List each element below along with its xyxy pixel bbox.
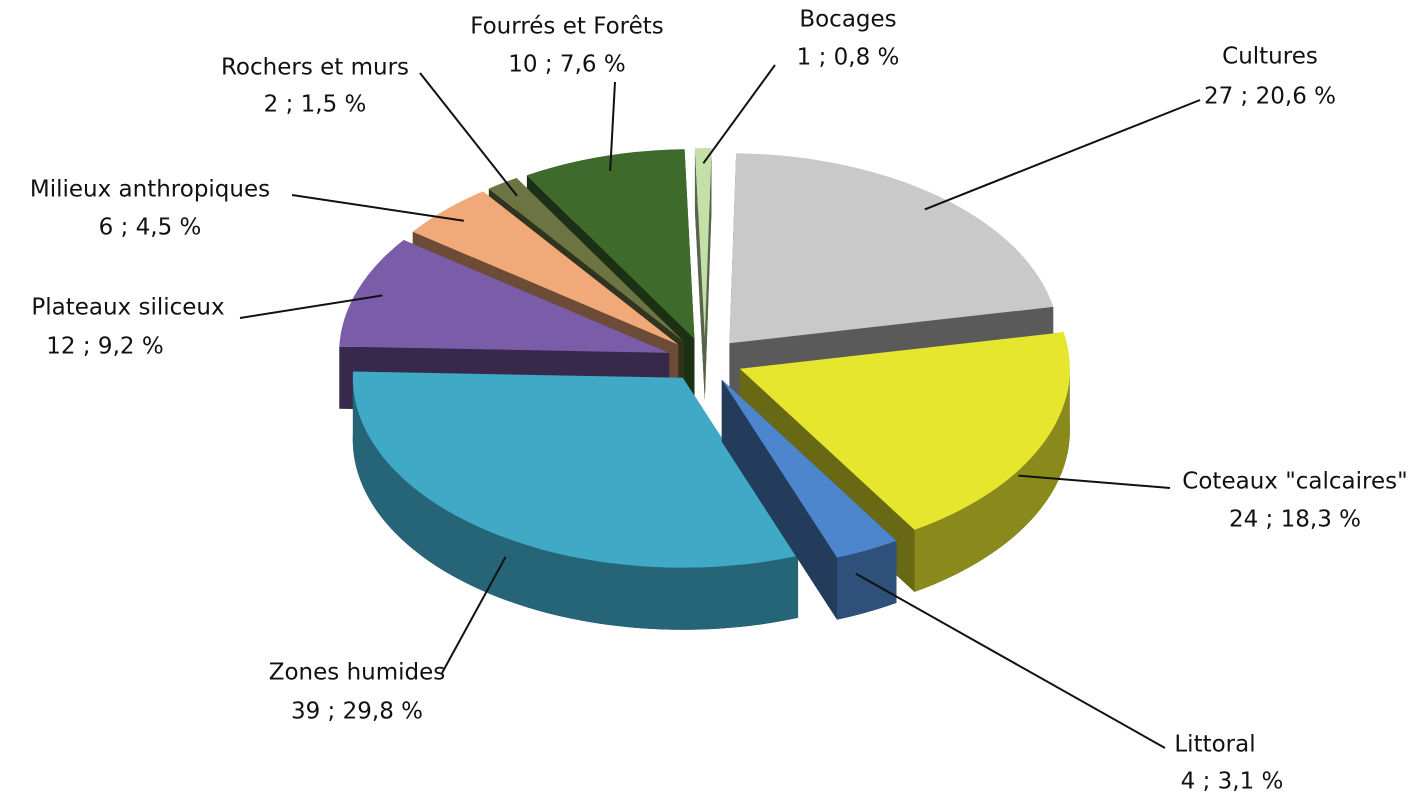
slice-label: Cultures	[1222, 44, 1318, 70]
leader-line	[924, 99, 1201, 211]
slice	[729, 153, 1054, 344]
slice-side	[704, 148, 712, 401]
value-label: 2 ; 1,5 %	[264, 92, 367, 118]
slice-label: Milieux anthropiques	[30, 177, 270, 203]
leader-line	[419, 72, 518, 197]
slice-label: Coteaux "calcaires"	[1182, 469, 1407, 495]
slice-wall	[914, 368, 1070, 592]
slice	[339, 239, 670, 353]
leader-line	[609, 81, 616, 172]
leader-line	[1018, 474, 1171, 489]
slice-label: Zones humides	[269, 660, 446, 686]
value-label: 6 ; 4,5 %	[99, 215, 202, 241]
slice	[721, 379, 897, 558]
slice-label: Fourrés et Forêts	[470, 14, 664, 40]
slice	[352, 371, 799, 568]
slice-label: Bocages	[799, 7, 896, 33]
slice-side	[694, 148, 705, 401]
leader-line	[855, 572, 1166, 749]
leader-line	[441, 556, 507, 674]
leader-line	[291, 194, 464, 222]
slice-label: Littoral	[1174, 732, 1255, 758]
slice	[412, 191, 679, 345]
slice-label: Plateaux siliceux	[31, 295, 224, 321]
value-label: 24 ; 18,3 %	[1229, 507, 1361, 533]
slice	[526, 149, 695, 339]
slice	[739, 332, 1070, 530]
slice-wall	[352, 377, 799, 630]
value-label: 4 ; 3,1 %	[1181, 769, 1284, 794]
value-label: 12 ; 9,2 %	[46, 334, 163, 360]
slice	[694, 148, 712, 339]
value-label: 1 ; 0,8 %	[797, 45, 900, 71]
value-label: 10 ; 7,6 %	[508, 52, 625, 78]
value-label: 27 ; 20,6 %	[1204, 84, 1336, 110]
leader-line	[702, 64, 776, 164]
leader-line	[239, 294, 383, 319]
slice-side	[721, 379, 838, 620]
slice	[488, 178, 685, 342]
value-label: 39 ; 29,8 %	[291, 699, 423, 725]
slice-label: Rochers et murs	[221, 55, 409, 81]
